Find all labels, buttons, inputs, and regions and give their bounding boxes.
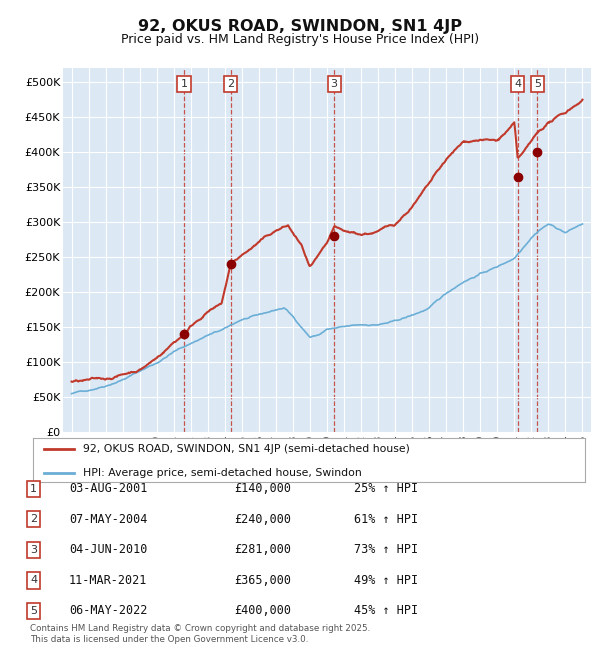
Text: 04-JUN-2010: 04-JUN-2010 xyxy=(69,543,148,556)
Text: 73% ↑ HPI: 73% ↑ HPI xyxy=(354,543,418,556)
Text: 25% ↑ HPI: 25% ↑ HPI xyxy=(354,482,418,495)
Text: 49% ↑ HPI: 49% ↑ HPI xyxy=(354,574,418,587)
Text: HPI: Average price, semi-detached house, Swindon: HPI: Average price, semi-detached house,… xyxy=(83,467,361,478)
Text: 11-MAR-2021: 11-MAR-2021 xyxy=(69,574,148,587)
Text: 2: 2 xyxy=(30,514,37,525)
Text: £281,000: £281,000 xyxy=(234,543,291,556)
Text: £400,000: £400,000 xyxy=(234,604,291,617)
Text: 5: 5 xyxy=(30,606,37,616)
Text: 03-AUG-2001: 03-AUG-2001 xyxy=(69,482,148,495)
Text: 45% ↑ HPI: 45% ↑ HPI xyxy=(354,604,418,617)
Text: 06-MAY-2022: 06-MAY-2022 xyxy=(69,604,148,617)
Text: 5: 5 xyxy=(534,79,541,89)
Text: 07-MAY-2004: 07-MAY-2004 xyxy=(69,513,148,526)
Text: £240,000: £240,000 xyxy=(234,513,291,526)
Text: 2: 2 xyxy=(227,79,235,89)
Text: 3: 3 xyxy=(331,79,338,89)
Text: 1: 1 xyxy=(181,79,187,89)
Text: 4: 4 xyxy=(30,575,37,586)
Text: 3: 3 xyxy=(30,545,37,555)
Text: £365,000: £365,000 xyxy=(234,574,291,587)
Text: 1: 1 xyxy=(30,484,37,494)
Text: 4: 4 xyxy=(514,79,521,89)
Text: Price paid vs. HM Land Registry's House Price Index (HPI): Price paid vs. HM Land Registry's House … xyxy=(121,32,479,46)
Text: 61% ↑ HPI: 61% ↑ HPI xyxy=(354,513,418,526)
Text: 92, OKUS ROAD, SWINDON, SN1 4JP: 92, OKUS ROAD, SWINDON, SN1 4JP xyxy=(138,20,462,34)
Text: Contains HM Land Registry data © Crown copyright and database right 2025.
This d: Contains HM Land Registry data © Crown c… xyxy=(30,624,370,644)
Text: 92, OKUS ROAD, SWINDON, SN1 4JP (semi-detached house): 92, OKUS ROAD, SWINDON, SN1 4JP (semi-de… xyxy=(83,444,410,454)
Text: £140,000: £140,000 xyxy=(234,482,291,495)
